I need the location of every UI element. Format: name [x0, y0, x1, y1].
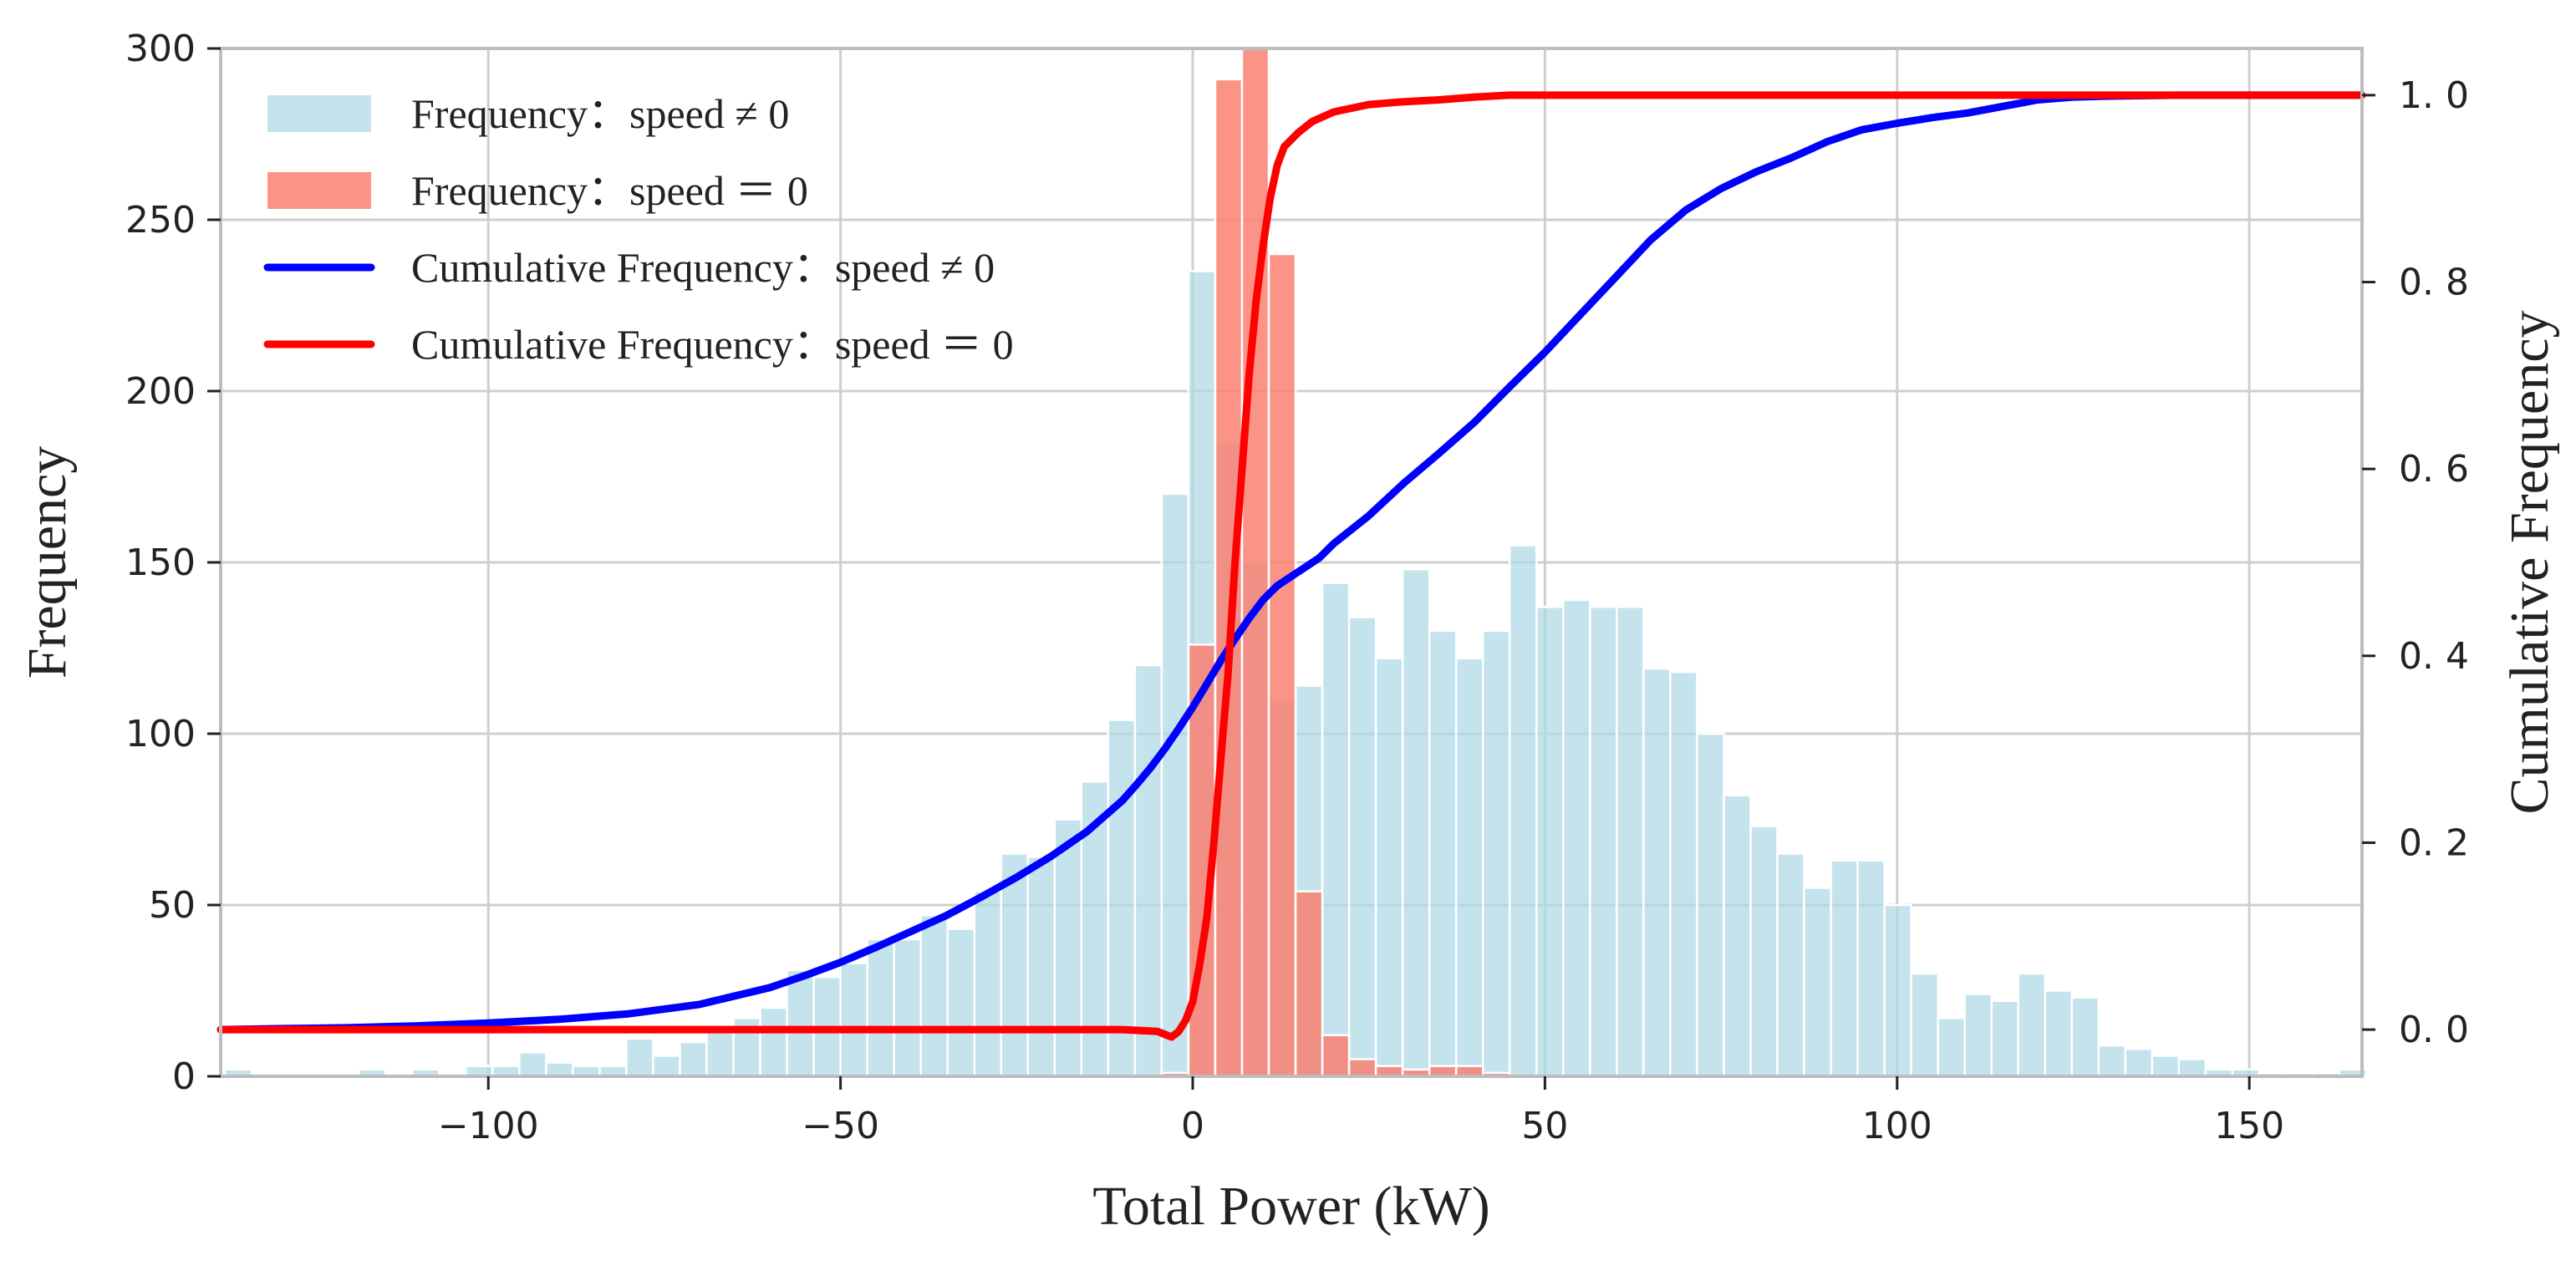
bar-speed-zero	[1214, 78, 1244, 1078]
y-tick-label: 50	[149, 884, 196, 927]
cumulative-line-speed-nonzero	[216, 91, 2366, 1034]
y2-axis-title: Cumulative Frequency	[2499, 310, 2560, 814]
bar-speed-nonzero	[1509, 544, 1538, 1078]
x-tick-label: −100	[438, 1105, 539, 1147]
y-tick-label: 200	[125, 370, 196, 413]
bar-speed-nonzero	[705, 1027, 735, 1078]
legend-label: Frequency：speed ＝ 0	[411, 167, 808, 214]
axis-ticks: −100 −50 0 50 100 150 0 50 100 150 200 250 300 0. 0 0.…	[125, 28, 2469, 1147]
bar-speed-nonzero	[1937, 1017, 1966, 1078]
bar-speed-nonzero	[2070, 996, 2100, 1078]
bar-speed-nonzero	[1374, 657, 1404, 1078]
bar-speed-nonzero	[2017, 972, 2047, 1078]
y2-tick-label: 1. 0	[2399, 74, 2469, 117]
legend-swatch	[267, 95, 371, 132]
bar-speed-nonzero	[973, 890, 1003, 1078]
bar-speed-nonzero	[1481, 629, 1511, 1078]
legend: Frequency：speed ≠ 0 Frequency：speed ＝ 0 Cu…	[263, 90, 1014, 368]
bar-speed-nonzero	[1642, 667, 1672, 1078]
bar-speed-nonzero	[652, 1055, 681, 1078]
bar-speed-nonzero	[839, 962, 868, 1078]
bar-speed-nonzero	[1026, 856, 1056, 1078]
bar-speed-zero	[1347, 1058, 1377, 1078]
bar-speed-nonzero	[625, 1037, 654, 1078]
bar-speed-nonzero	[1347, 616, 1377, 1078]
bar-speed-nonzero	[919, 914, 949, 1078]
bar-speed-nonzero	[1803, 887, 1832, 1078]
y-tick-label: 300	[125, 28, 196, 70]
x-tick-label: 150	[2214, 1105, 2284, 1147]
x-tick-label: 100	[1862, 1105, 1932, 1147]
bar-speed-nonzero	[1963, 993, 1993, 1078]
y-tick-label: 100	[125, 713, 196, 755]
bar-speed-nonzero	[518, 1051, 547, 1078]
y2-tick-label: 0. 0	[2399, 1009, 2469, 1051]
bar-speed-nonzero	[1562, 598, 1591, 1078]
bar-speed-nonzero	[1749, 825, 1779, 1078]
bar-speed-nonzero	[1883, 903, 1912, 1078]
bar-speed-nonzero	[2124, 1047, 2154, 1078]
legend-label: Cumulative Frequency：speed ＝ 0	[411, 321, 1014, 368]
bar-speed-nonzero	[1830, 859, 1859, 1078]
y-tick-label: 0	[172, 1055, 196, 1098]
bar-speed-nonzero	[1669, 670, 1698, 1078]
legend-label: Cumulative Frequency：speed ≠ 0	[411, 244, 995, 291]
bar-speed-nonzero	[1589, 606, 1618, 1078]
bar-speed-nonzero	[1454, 657, 1484, 1078]
bar-speed-nonzero	[866, 938, 895, 1078]
bar-speed-nonzero	[893, 938, 922, 1078]
bar-speed-zero	[1294, 890, 1324, 1078]
bar-speed-nonzero	[1723, 794, 1752, 1078]
bar-speed-zero	[1240, 47, 1270, 1078]
bar-speed-nonzero	[2177, 1058, 2207, 1078]
y-tick-label: 150	[125, 542, 196, 584]
bar-speed-nonzero	[1990, 999, 2019, 1078]
bar-speed-nonzero	[1321, 582, 1351, 1078]
legend-swatch	[267, 172, 371, 209]
bar-speed-nonzero	[545, 1061, 574, 1078]
bar-speed-nonzero	[2151, 1055, 2181, 1078]
bar-speed-nonzero	[1910, 972, 1939, 1078]
bar-speed-nonzero	[1776, 852, 1805, 1078]
y-axis-title: Frequency	[17, 446, 78, 679]
bar-speed-nonzero	[1053, 818, 1083, 1078]
bar-speed-nonzero	[1616, 606, 1645, 1078]
bar-speed-nonzero	[759, 1006, 788, 1078]
bar-speed-nonzero	[946, 928, 976, 1078]
bar-speed-nonzero	[679, 1040, 708, 1078]
y2-tick-label: 0. 6	[2399, 448, 2469, 491]
x-tick-label: 0	[1181, 1105, 1204, 1147]
legend-label: Frequency：speed ≠ 0	[411, 90, 789, 137]
bar-speed-nonzero	[1401, 567, 1431, 1078]
bar-speed-nonzero	[1133, 664, 1163, 1078]
bar-speed-nonzero	[1696, 732, 1725, 1078]
bar-speed-zero	[1321, 1034, 1351, 1078]
bar-speed-nonzero	[1428, 629, 1458, 1078]
bar-speed-zero	[1267, 252, 1297, 1078]
y2-tick-label: 0. 4	[2399, 635, 2469, 678]
bar-speed-nonzero	[1107, 719, 1137, 1078]
bar-speed-nonzero	[786, 969, 815, 1078]
bar-speed-nonzero	[1535, 606, 1565, 1078]
bar-speed-nonzero	[1856, 859, 1886, 1078]
cumulative-line-speed-zero	[216, 91, 2366, 1041]
y2-tick-label: 0. 2	[2399, 821, 2469, 864]
x-tick-label: −50	[802, 1105, 879, 1147]
x-axis-title: Total Power (kW)	[1092, 1176, 1490, 1237]
x-tick-label: 50	[1521, 1105, 1568, 1147]
bar-speed-nonzero	[2044, 989, 2074, 1078]
bar-speed-nonzero	[1160, 492, 1190, 1078]
y2-tick-label: 0. 8	[2399, 262, 2469, 304]
y-tick-label: 250	[125, 199, 196, 242]
bar-speed-nonzero	[2097, 1044, 2127, 1078]
cumulative-lines	[216, 91, 2366, 1041]
